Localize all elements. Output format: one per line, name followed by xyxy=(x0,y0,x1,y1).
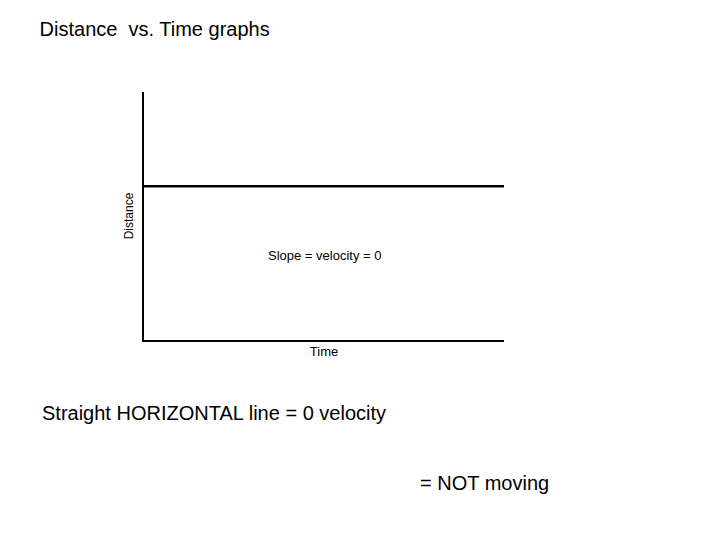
svg-text:Time: Time xyxy=(310,344,338,359)
svg-text:Slope = velocity = 0: Slope = velocity = 0 xyxy=(268,248,381,263)
svg-text:Straight HORIZONTAL line = 0 v: Straight HORIZONTAL line = 0 velocity xyxy=(42,402,386,424)
svg-text:= NOT moving: = NOT moving xyxy=(420,472,549,494)
svg-text:Distance: Distance xyxy=(122,192,136,239)
svg-text:Distance vs. Time graphs: Distance vs. Time graphs xyxy=(40,18,270,40)
